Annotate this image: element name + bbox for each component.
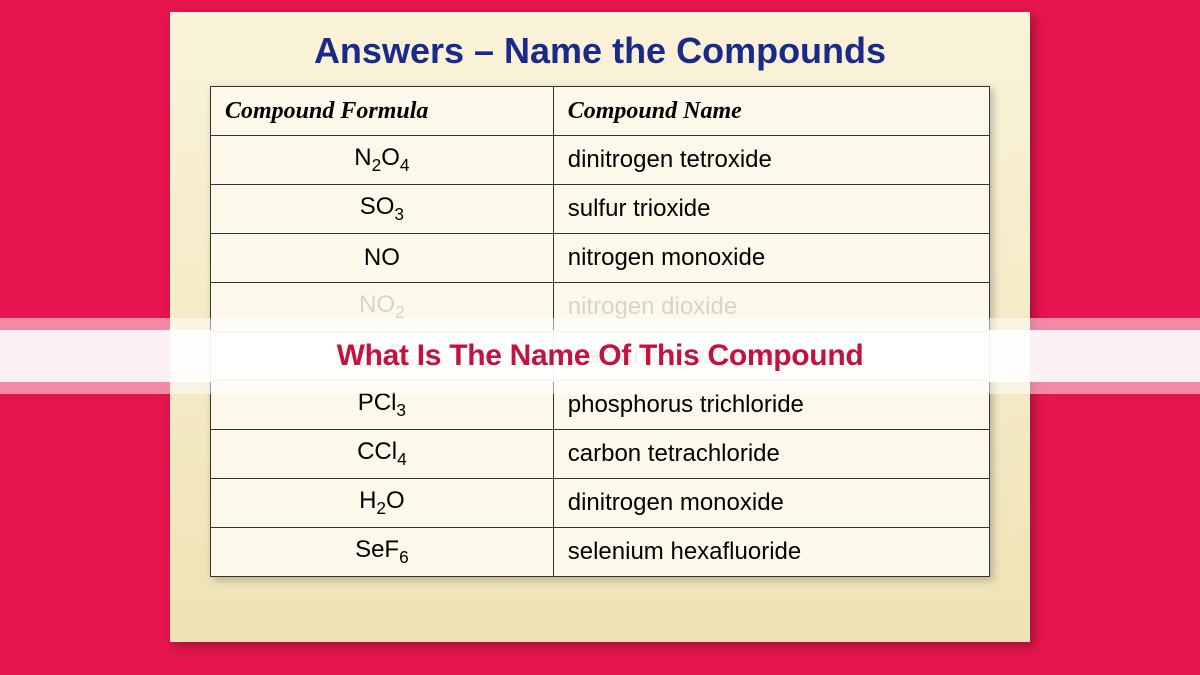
cell-name: selenium hexafluoride xyxy=(553,528,989,577)
cell-name: dinitrogen tetroxide xyxy=(553,136,989,185)
table-row: NOnitrogen monoxide xyxy=(211,234,990,283)
cell-formula: H2O xyxy=(211,479,554,528)
table-row: SO3sulfur trioxide xyxy=(211,185,990,234)
cell-name: sulfur trioxide xyxy=(553,185,989,234)
cell-formula: SO3 xyxy=(211,185,554,234)
cell-name: nitrogen monoxide xyxy=(553,234,989,283)
cell-formula: SeF6 xyxy=(211,528,554,577)
overlay-title-text: What Is The Name Of This Compound xyxy=(337,339,864,373)
col-header-formula: Compound Formula xyxy=(211,87,554,136)
table-row: CCl4carbon tetrachloride xyxy=(211,430,990,479)
table-row: H2Odinitrogen monoxide xyxy=(211,479,990,528)
table-row: N2O4dinitrogen tetroxide xyxy=(211,136,990,185)
table-row: SeF6selenium hexafluoride xyxy=(211,528,990,577)
table-header-row: Compound Formula Compound Name xyxy=(211,87,990,136)
cell-formula: NO xyxy=(211,234,554,283)
slide-title: Answers – Name the Compounds xyxy=(202,30,998,72)
cell-formula: CCl4 xyxy=(211,430,554,479)
cell-formula: N2O4 xyxy=(211,136,554,185)
col-header-name: Compound Name xyxy=(553,87,989,136)
overlay-band-inner: What Is The Name Of This Compound xyxy=(0,330,1200,382)
cell-name: carbon tetrachloride xyxy=(553,430,989,479)
cell-name: dinitrogen monoxide xyxy=(553,479,989,528)
